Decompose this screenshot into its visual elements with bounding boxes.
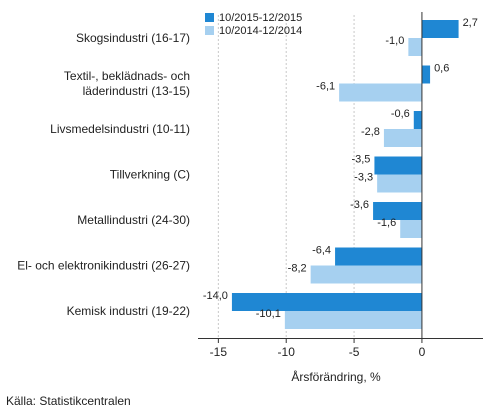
bar-current xyxy=(231,293,422,311)
x-axis: -15 -10 -5 0 xyxy=(198,338,483,359)
bar-current xyxy=(373,202,422,220)
x-tick-label: 0 xyxy=(419,345,426,359)
data-label: 0,6 xyxy=(434,63,449,75)
bar-current xyxy=(335,247,422,266)
legend-swatch xyxy=(205,26,214,35)
data-label: -1,6 xyxy=(377,217,396,229)
category-label: Textil-, beklädnads- och xyxy=(64,69,190,83)
bar-previous xyxy=(284,311,422,329)
x-tick-label: -5 xyxy=(349,345,360,359)
category-label: Kemisk industri (19-22) xyxy=(67,304,190,318)
bar-current xyxy=(374,156,422,175)
legend-label: 10/2015-12/2015 xyxy=(219,12,302,24)
category-labels: Skogsindustri (16-17) Textil-, beklädnads… xyxy=(17,31,190,318)
category-label: Metallindustri (24-30) xyxy=(77,213,190,227)
bar-previous xyxy=(339,83,422,102)
bar-previous xyxy=(310,265,422,284)
data-label: -3,3 xyxy=(354,172,373,184)
legend-swatch xyxy=(205,13,214,22)
bar-previous xyxy=(400,220,422,238)
bars xyxy=(231,20,459,329)
bar-previous xyxy=(377,174,422,193)
data-label: 2,7 xyxy=(463,17,478,29)
bar-previous xyxy=(383,129,422,147)
value-labels: 2,7 -1,0 0,6 -6,1 -0,6 -2,8 -3,5 -3,3 -3,6 -1,6 -6… xyxy=(203,17,478,320)
x-tick-label: -15 xyxy=(210,345,228,359)
category-label: El- och elektronikindustri (26-27) xyxy=(17,259,190,273)
bar-current xyxy=(421,20,459,38)
bar-current xyxy=(413,111,422,129)
bar-previous xyxy=(408,38,422,56)
category-label: Livsmedelsindustri (10-11) xyxy=(50,122,190,136)
data-label: -3,6 xyxy=(350,199,369,211)
data-label: -1,0 xyxy=(385,35,404,47)
data-label: -2,8 xyxy=(361,126,380,138)
data-label: -6,1 xyxy=(316,81,335,93)
legend-label: 10/2014-12/2014 xyxy=(219,25,302,37)
category-label: läderindustri (13-15) xyxy=(83,84,190,98)
category-label: Skogsindustri (16-17) xyxy=(76,31,190,45)
data-label: -8,2 xyxy=(288,263,307,275)
x-axis-title: Årsförändring, % xyxy=(291,369,381,384)
data-label: -3,5 xyxy=(351,154,370,166)
source-note: Källa: Statistikcentralen xyxy=(6,394,131,408)
x-tick-label: -10 xyxy=(278,345,296,359)
bar-current xyxy=(421,65,431,84)
data-label: -6,4 xyxy=(312,245,331,257)
data-label: -0,6 xyxy=(391,108,410,120)
category-label: Tillverkning (C) xyxy=(110,168,190,182)
data-label: -10,1 xyxy=(256,308,281,320)
data-label: -14,0 xyxy=(203,290,228,302)
gridlines xyxy=(217,15,355,338)
